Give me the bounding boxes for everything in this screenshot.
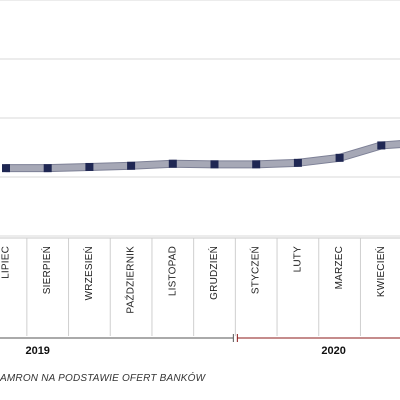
- month-label: STYCZEŃ: [249, 246, 262, 294]
- data-point: [252, 160, 261, 169]
- data-point: [2, 164, 10, 173]
- month-label: PAŹDZIERNIK: [124, 246, 137, 314]
- month-label: GRUDZIEŃ: [207, 246, 220, 300]
- data-point: [293, 158, 302, 167]
- month-label: MARZEC: [334, 246, 345, 289]
- data-point: [335, 153, 344, 162]
- grid: [0, 0, 400, 237]
- series-markers: [2, 141, 386, 173]
- month-label: WRZESIEŃ: [82, 246, 95, 300]
- data-point: [85, 162, 94, 171]
- data-point: [127, 161, 136, 170]
- month-label: LUTY: [292, 246, 303, 272]
- data-point: [210, 160, 219, 169]
- year-label: 2019: [25, 345, 49, 357]
- source-note: AMRON NA PODSTAWIE OFERT BANKÓW: [0, 373, 206, 384]
- month-label: LISTOPAD: [167, 246, 178, 296]
- month-label: SIERPIEŃ: [40, 246, 53, 294]
- year-label: 2020: [321, 345, 345, 357]
- data-point: [43, 164, 52, 173]
- data-point: [377, 141, 386, 150]
- x-axis: LIPIEC SIERPIEŃ WRZESIEŃ PAŹDZIERNIK LISTOPA…: [0, 237, 400, 336]
- month-label: LIPIEC: [1, 246, 12, 279]
- month-label: KWIECIEŃ: [374, 246, 387, 297]
- data-point: [168, 159, 177, 168]
- year-axis: 2019 2020: [0, 334, 400, 357]
